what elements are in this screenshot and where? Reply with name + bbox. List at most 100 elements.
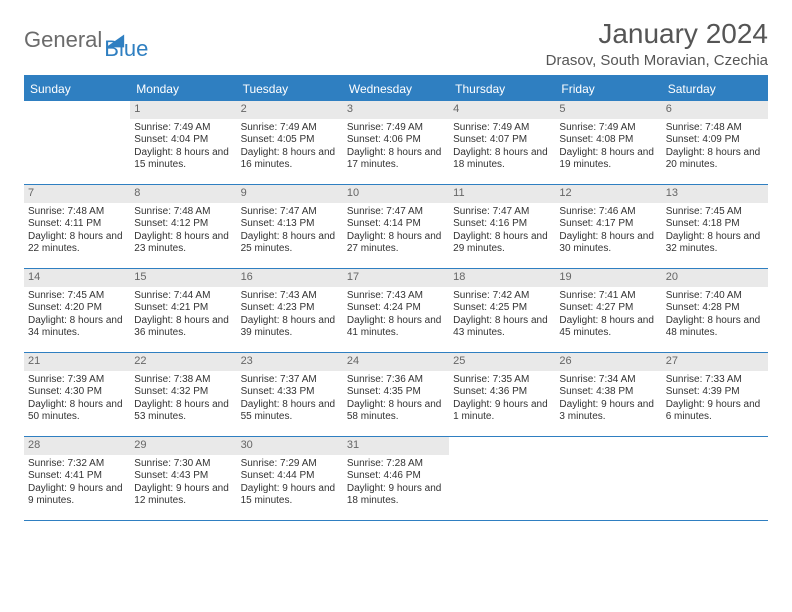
daylight-text: Daylight: 8 hours and 25 minutes.	[241, 231, 339, 256]
daylight-text: Daylight: 8 hours and 17 minutes.	[347, 147, 445, 172]
logo-text-2: Blue	[104, 36, 148, 61]
daylight-text: Daylight: 9 hours and 12 minutes.	[134, 483, 232, 508]
calendar-cell: 24Sunrise: 7:36 AMSunset: 4:35 PMDayligh…	[343, 353, 449, 437]
daylight-text: Daylight: 9 hours and 15 minutes.	[241, 483, 339, 508]
sunset-text: Sunset: 4:09 PM	[666, 134, 764, 147]
sunrise-text: Sunrise: 7:49 AM	[559, 122, 657, 135]
calendar-cell	[449, 437, 555, 521]
day-number: 6	[662, 101, 768, 119]
sunrise-text: Sunrise: 7:49 AM	[241, 122, 339, 135]
daylight-text: Daylight: 8 hours and 43 minutes.	[453, 315, 551, 340]
calendar-cell: 12Sunrise: 7:46 AMSunset: 4:17 PMDayligh…	[555, 185, 661, 269]
day-number: 4	[449, 101, 555, 119]
day-number: 9	[237, 185, 343, 203]
sunrise-text: Sunrise: 7:39 AM	[28, 374, 126, 387]
sunrise-text: Sunrise: 7:44 AM	[134, 290, 232, 303]
sunrise-text: Sunrise: 7:29 AM	[241, 458, 339, 471]
logo: General Blue	[24, 18, 148, 62]
daylight-text: Daylight: 9 hours and 3 minutes.	[559, 399, 657, 424]
sunset-text: Sunset: 4:12 PM	[134, 218, 232, 231]
daylight-text: Daylight: 8 hours and 20 minutes.	[666, 147, 764, 172]
day-number: 27	[662, 353, 768, 371]
sunset-text: Sunset: 4:35 PM	[347, 386, 445, 399]
sunset-text: Sunset: 4:18 PM	[666, 218, 764, 231]
sunset-text: Sunset: 4:20 PM	[28, 302, 126, 315]
calendar-cell: 15 Sunrise: 7:44 AMSunset: 4:21 PMDayligh…	[130, 269, 236, 353]
daylight-text: Daylight: 8 hours and 45 minutes.	[559, 315, 657, 340]
day-number: 5	[555, 101, 661, 119]
daylight-text: Daylight: 8 hours and 29 minutes.	[453, 231, 551, 256]
calendar-cell: 1Sunrise: 7:49 AMSunset: 4:04 PMDaylight…	[130, 101, 236, 185]
sunrise-text: Sunrise: 7:28 AM	[347, 458, 445, 471]
daylight-text: Daylight: 8 hours and 34 minutes.	[28, 315, 126, 340]
sunset-text: Sunset: 4:13 PM	[241, 218, 339, 231]
sunset-text: Sunset: 4:08 PM	[559, 134, 657, 147]
daylight-text: Daylight: 8 hours and 19 minutes.	[559, 147, 657, 172]
sunrise-text: Sunrise: 7:36 AM	[347, 374, 445, 387]
calendar-cell: 21Sunrise: 7:39 AMSunset: 4:30 PMDayligh…	[24, 353, 130, 437]
logo-text-1: General	[24, 27, 102, 53]
sunset-text: Sunset: 4:38 PM	[559, 386, 657, 399]
sunset-text: Sunset: 4:36 PM	[453, 386, 551, 399]
sunrise-text: Sunrise: 7:35 AM	[453, 374, 551, 387]
sunrise-text: Sunrise: 7:47 AM	[453, 206, 551, 219]
daylight-text: Daylight: 8 hours and 36 minutes.	[134, 315, 232, 340]
sunset-text: Sunset: 4:11 PM	[28, 218, 126, 231]
month-title: January 2024	[546, 18, 768, 50]
daylight-text: Daylight: 9 hours and 9 minutes.	[28, 483, 126, 508]
weekday-header: Friday	[555, 77, 661, 101]
sunset-text: Sunset: 4:05 PM	[241, 134, 339, 147]
sunrise-text: Sunrise: 7:30 AM	[134, 458, 232, 471]
calendar-cell: 13Sunrise: 7:45 AMSunset: 4:18 PMDayligh…	[662, 185, 768, 269]
weekday-header: Monday	[130, 77, 236, 101]
day-number: 18	[449, 269, 555, 287]
sunset-text: Sunset: 4:27 PM	[559, 302, 657, 315]
sunrise-text: Sunrise: 7:33 AM	[666, 374, 764, 387]
location: Drasov, South Moravian, Czechia	[546, 52, 768, 69]
sunrise-text: Sunrise: 7:37 AM	[241, 374, 339, 387]
sunset-text: Sunset: 4:46 PM	[347, 470, 445, 483]
day-number: 16	[237, 269, 343, 287]
sunset-text: Sunset: 4:23 PM	[241, 302, 339, 315]
daylight-text: Daylight: 8 hours and 58 minutes.	[347, 399, 445, 424]
calendar-cell: 6 Sunrise: 7:48 AMSunset: 4:09 PMDaylight…	[662, 101, 768, 185]
day-number: 3	[343, 101, 449, 119]
day-number: 20	[662, 269, 768, 287]
calendar-cell: 22Sunrise: 7:38 AMSunset: 4:32 PMDayligh…	[130, 353, 236, 437]
day-number: 25	[449, 353, 555, 371]
sunrise-text: Sunrise: 7:49 AM	[134, 122, 232, 135]
daylight-text: Daylight: 8 hours and 39 minutes.	[241, 315, 339, 340]
sunrise-text: Sunrise: 7:45 AM	[28, 290, 126, 303]
sunset-text: Sunset: 4:06 PM	[347, 134, 445, 147]
sunrise-text: Sunrise: 7:47 AM	[241, 206, 339, 219]
day-number: 19	[555, 269, 661, 287]
calendar-cell: 28Sunrise: 7:32 AMSunset: 4:41 PMDayligh…	[24, 437, 130, 521]
sunset-text: Sunset: 4:07 PM	[453, 134, 551, 147]
daylight-text: Daylight: 8 hours and 22 minutes.	[28, 231, 126, 256]
day-number: 15	[130, 269, 236, 287]
sunset-text: Sunset: 4:32 PM	[134, 386, 232, 399]
daylight-text: Daylight: 8 hours and 41 minutes.	[347, 315, 445, 340]
day-number: 31	[343, 437, 449, 455]
sunset-text: Sunset: 4:30 PM	[28, 386, 126, 399]
day-number: 7	[24, 185, 130, 203]
weekday-header: Saturday	[662, 77, 768, 101]
sunrise-text: Sunrise: 7:47 AM	[347, 206, 445, 219]
calendar-cell: 19Sunrise: 7:41 AMSunset: 4:27 PMDayligh…	[555, 269, 661, 353]
day-number: 21	[24, 353, 130, 371]
day-number: 22	[130, 353, 236, 371]
day-number: 17	[343, 269, 449, 287]
sunrise-text: Sunrise: 7:46 AM	[559, 206, 657, 219]
title-block: January 2024 Drasov, South Moravian, Cze…	[546, 18, 768, 69]
sunset-text: Sunset: 4:43 PM	[134, 470, 232, 483]
sunrise-text: Sunrise: 7:48 AM	[28, 206, 126, 219]
calendar-cell: 2Sunrise: 7:49 AMSunset: 4:05 PMDaylight…	[237, 101, 343, 185]
sunrise-text: Sunrise: 7:48 AM	[666, 122, 764, 135]
sunset-text: Sunset: 4:21 PM	[134, 302, 232, 315]
sunset-text: Sunset: 4:04 PM	[134, 134, 232, 147]
weekday-header: Sunday	[24, 77, 130, 101]
daylight-text: Daylight: 8 hours and 53 minutes.	[134, 399, 232, 424]
calendar-cell: 27Sunrise: 7:33 AMSunset: 4:39 PMDayligh…	[662, 353, 768, 437]
sunset-text: Sunset: 4:14 PM	[347, 218, 445, 231]
calendar-grid: SundayMondayTuesdayWednesdayThursdayFrid…	[24, 75, 768, 521]
